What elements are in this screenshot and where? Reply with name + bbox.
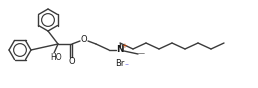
Text: —: — — [138, 51, 145, 56]
Text: ⁻: ⁻ — [124, 62, 128, 70]
Text: HO: HO — [50, 53, 62, 62]
Text: O: O — [81, 35, 87, 45]
Text: +: + — [122, 43, 127, 49]
Text: O: O — [69, 57, 75, 66]
Text: N: N — [116, 45, 124, 54]
Text: Br: Br — [115, 59, 125, 68]
